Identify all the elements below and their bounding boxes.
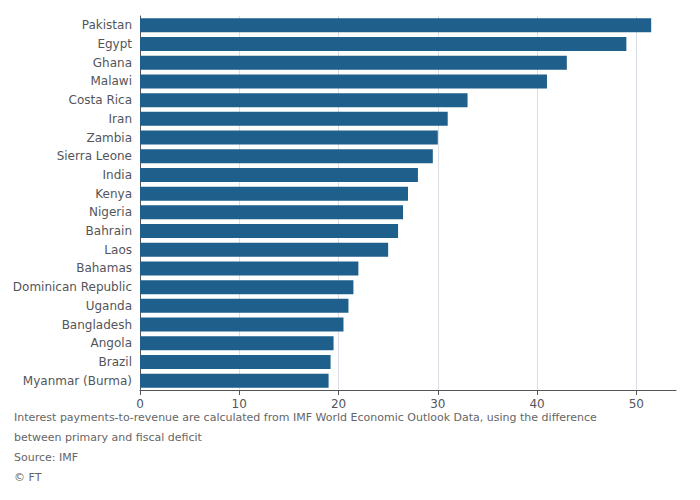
svg-text:50: 50 [629, 397, 644, 411]
svg-text:Nigeria: Nigeria [89, 205, 132, 219]
svg-text:Bangladesh: Bangladesh [62, 318, 132, 332]
svg-text:Bahamas: Bahamas [76, 261, 132, 275]
svg-text:Uganda: Uganda [86, 299, 132, 313]
svg-text:Kenya: Kenya [95, 187, 132, 201]
svg-text:20: 20 [331, 397, 346, 411]
svg-text:Dominican Republic: Dominican Republic [13, 280, 132, 294]
svg-text:Malawi: Malawi [90, 74, 132, 88]
svg-text:Zambia: Zambia [86, 131, 132, 145]
svg-text:Angola: Angola [91, 336, 132, 350]
svg-text:0: 0 [136, 397, 144, 411]
svg-text:© FT: © FT [14, 471, 42, 484]
svg-text:Egypt: Egypt [97, 37, 132, 51]
svg-text:Costa Rica: Costa Rica [69, 93, 132, 107]
svg-text:Source: IMF: Source: IMF [14, 451, 78, 464]
svg-text:40: 40 [529, 397, 544, 411]
svg-text:between primary and fiscal def: between primary and fiscal deficit [14, 431, 203, 444]
svg-text:10: 10 [232, 397, 247, 411]
svg-text:Brazil: Brazil [99, 355, 133, 369]
svg-text:Bahrain: Bahrain [86, 224, 132, 238]
svg-text:Sierra Leone: Sierra Leone [57, 149, 132, 163]
svg-text:Interest payments-to-revenue a: Interest payments-to-revenue are calcula… [14, 411, 597, 424]
svg-text:30: 30 [430, 397, 445, 411]
svg-text:Pakistan: Pakistan [82, 18, 132, 32]
svg-text:Laos: Laos [104, 243, 132, 257]
svg-text:Myanmar (Burma): Myanmar (Burma) [23, 374, 132, 388]
svg-text:India: India [103, 168, 132, 182]
svg-text:Ghana: Ghana [93, 56, 132, 70]
svg-text:Iran: Iran [109, 112, 132, 126]
